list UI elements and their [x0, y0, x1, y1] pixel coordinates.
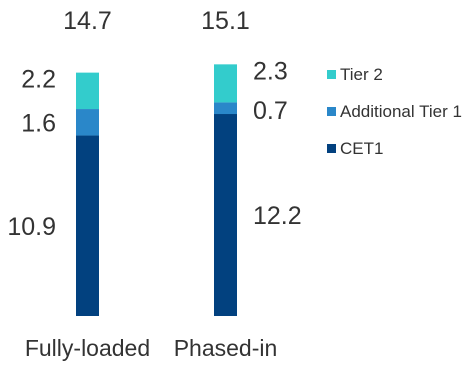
category-label-phased-in: Phased-in: [174, 335, 278, 361]
bars-layer: [76, 64, 237, 316]
legend-label-additional-tier-1: Additional Tier 1: [340, 102, 462, 121]
legend-item-cet1: CET1: [327, 139, 383, 158]
data-label-additional-tier-1-fully-loaded: 1.6: [21, 109, 56, 137]
legend-swatch-additional-tier-1: [327, 107, 336, 116]
bar-segment-cet1-fully-loaded: [76, 135, 99, 316]
bar-segment-tier-2-phased-in: [214, 64, 237, 103]
data-label-tier-2-phased-in: 2.3: [253, 57, 288, 85]
legend-swatch-cet1: [327, 144, 336, 153]
legend-item-additional-tier-1: Additional Tier 1: [327, 102, 462, 121]
bar-segment-cet1-phased-in: [214, 114, 237, 316]
category-label-fully-loaded: Fully-loaded: [25, 335, 150, 361]
bar-segment-tier-2-fully-loaded: [76, 72, 99, 110]
legend: Tier 2 Additional Tier 1 CET1: [327, 65, 462, 158]
total-label-phased-in: 15.1: [201, 7, 250, 35]
total-label-fully-loaded: 14.7: [63, 7, 112, 35]
legend-item-tier-2: Tier 2: [327, 65, 383, 84]
legend-label-cet1: CET1: [340, 139, 383, 158]
bar-segment-additional-tier-1-phased-in: [214, 102, 237, 115]
data-label-additional-tier-1-phased-in: 0.7: [253, 97, 288, 125]
data-label-cet1-fully-loaded: 10.9: [7, 213, 56, 241]
legend-swatch-tier-2: [327, 70, 336, 79]
legend-label-tier-2: Tier 2: [340, 65, 383, 84]
data-label-tier-2-fully-loaded: 2.2: [21, 66, 56, 94]
labels-layer: 10.9 1.6 2.2 14.7 Fully-loaded 12.2 0.7 2.315.1…: [7, 7, 301, 361]
bar-segment-additional-tier-1-fully-loaded: [76, 109, 99, 136]
data-label-cet1-phased-in: 12.2: [253, 202, 302, 230]
